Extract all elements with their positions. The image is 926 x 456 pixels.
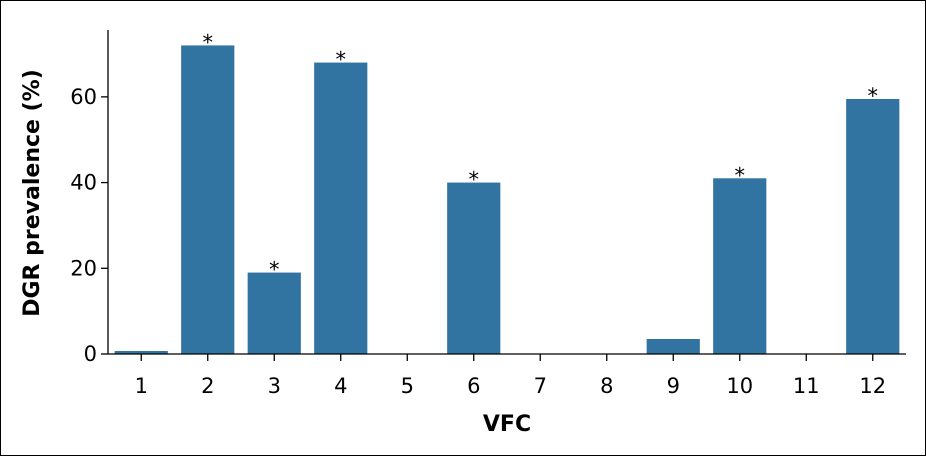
x-tick-label: 4: [334, 374, 347, 398]
y-tick-label: 60: [70, 85, 97, 109]
y-axis-label: DGR prevalence (%): [20, 69, 45, 317]
significance-marker: *: [868, 84, 879, 108]
x-tick-label: 11: [793, 374, 820, 398]
bar: [114, 351, 168, 354]
bar: [447, 182, 501, 354]
bar: [181, 45, 235, 355]
x-axis-label: VFC: [483, 412, 531, 437]
y-tick-label: 40: [70, 171, 97, 195]
x-tick-label: 1: [135, 374, 148, 398]
significance-marker: *: [735, 163, 746, 187]
x-tick-label: 7: [534, 374, 547, 398]
x-tick-label: 5: [401, 374, 414, 398]
bar: [314, 62, 368, 354]
x-tick-label: 6: [467, 374, 480, 398]
significance-marker: *: [269, 258, 280, 282]
bar: [846, 99, 900, 354]
significance-marker: *: [469, 168, 480, 192]
x-tick-label: 3: [268, 374, 281, 398]
significance-marker: *: [203, 30, 214, 54]
y-tick-label: 0: [84, 342, 97, 366]
bar: [713, 178, 767, 354]
bar: [247, 272, 301, 354]
bar: [646, 339, 700, 354]
x-tick-label: 10: [726, 374, 753, 398]
y-tick-label: 20: [70, 256, 97, 280]
x-tick-label: 9: [667, 374, 680, 398]
significance-marker: *: [336, 48, 347, 72]
x-tick-label: 12: [859, 374, 886, 398]
x-tick-label: 8: [600, 374, 613, 398]
x-tick-label: 2: [201, 374, 214, 398]
